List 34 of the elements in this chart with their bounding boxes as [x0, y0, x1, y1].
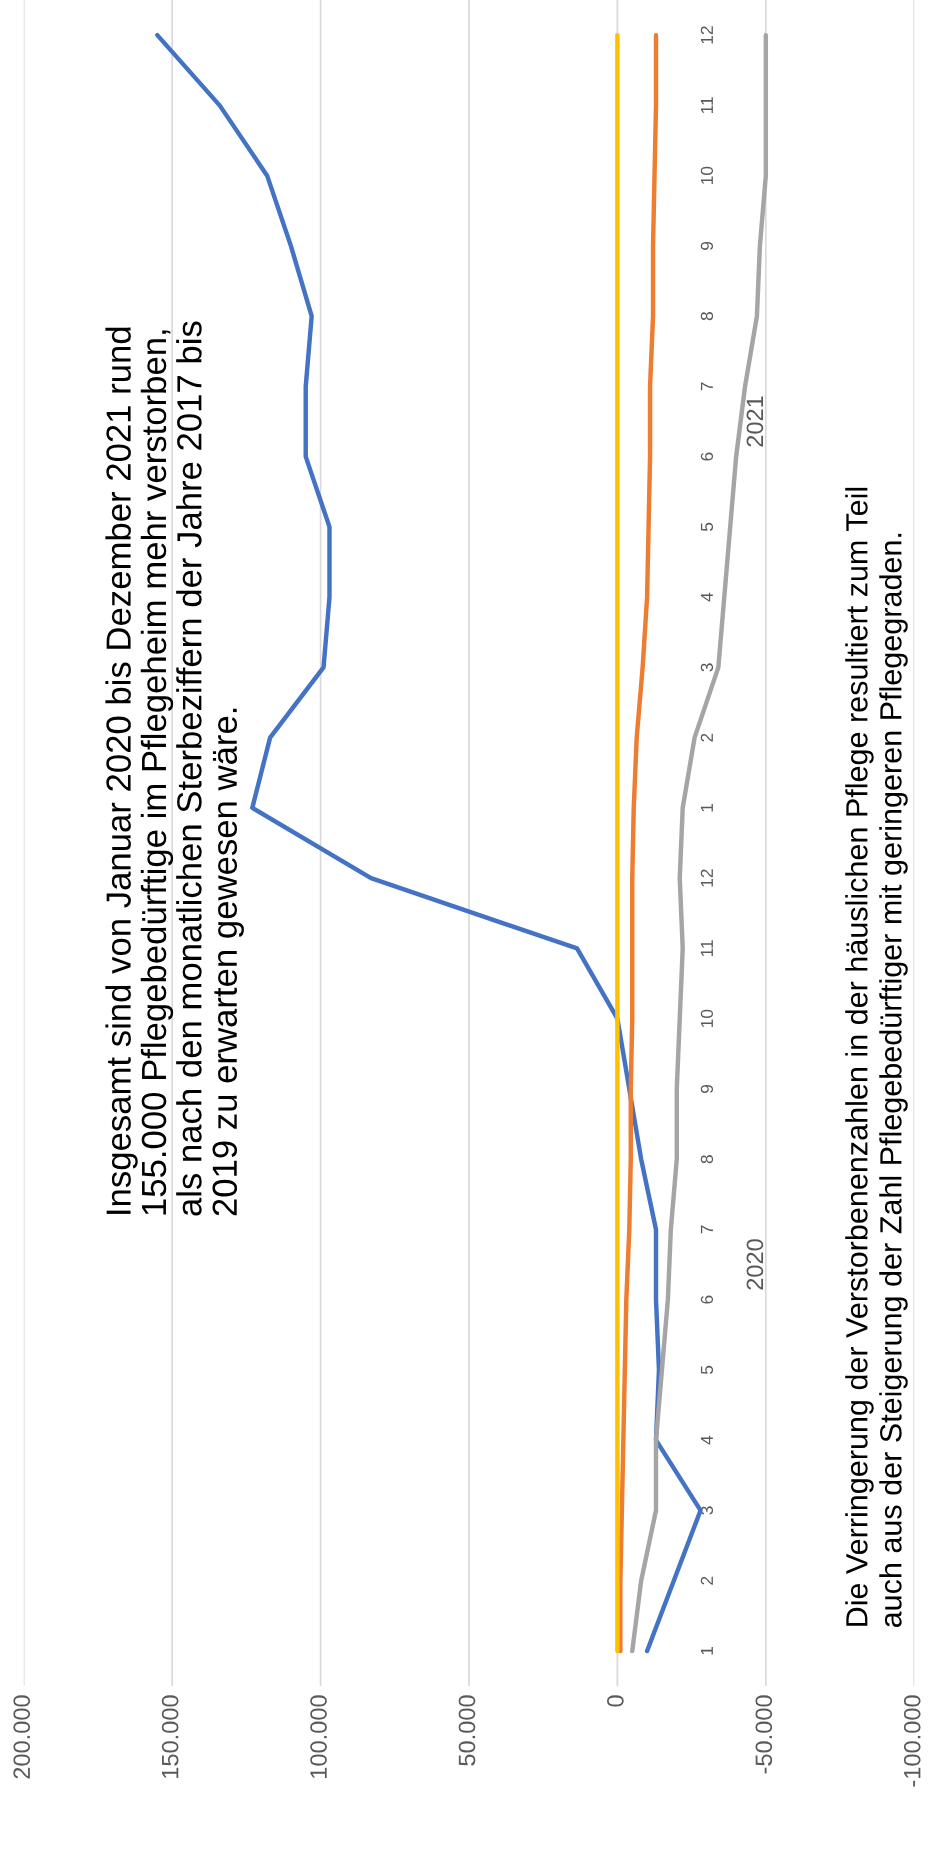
- y-tick-label: 1: [700, 1646, 713, 1655]
- y-tick-label: 11: [700, 940, 713, 957]
- y-tick-label: 6: [700, 452, 714, 461]
- y-tick-label: 9: [700, 1084, 714, 1093]
- annotation: 2021: [746, 396, 764, 447]
- annotation: 2020: [746, 1239, 764, 1290]
- y-tick-label: 10: [700, 1009, 714, 1027]
- x-tick-label: 50.000: [458, 1695, 476, 1766]
- y-tick-label: 11: [700, 97, 713, 114]
- y-tick-label: 8: [700, 312, 714, 321]
- y-tick-label: 2: [700, 1576, 713, 1585]
- y-tick-label: 7: [700, 382, 713, 391]
- y-tick-label: 4: [700, 592, 713, 602]
- y-tick-label: 9: [700, 241, 714, 250]
- y-tick-label: 2: [700, 733, 713, 742]
- x-tick-label: 150.000: [161, 1695, 179, 1778]
- y-tick-label: 5: [700, 522, 714, 532]
- y-tick-label: 7: [700, 1225, 713, 1234]
- y-tick-label: 8: [700, 1155, 714, 1164]
- y-tick-label: 12: [700, 26, 713, 44]
- y-tick-label: 3: [700, 663, 714, 672]
- x-tick-label: -100.000: [903, 1695, 921, 1787]
- y-tick-label: 10: [700, 166, 714, 184]
- y-tick-label: 12: [700, 869, 713, 887]
- x-tick-label: -50.000: [755, 1695, 773, 1774]
- y-tick-label: 1: [700, 803, 713, 812]
- annotation: Insgesamt sind von Januar 2020 bis Dezember 2021 rund 155.000 Pflegebedürftige im Pflegeheim mehr verstorben, als nach den monatlichen Sterbeziffern der Jahre 2017 bis 2019 zu erwarten gewesen wäre.: [105, 321, 244, 1216]
- x-tick-label: 200.000: [13, 1695, 31, 1779]
- annotation: Die Verringerung der Verstorbenenzahlen in der häuslichen Pflege resultiert zum Teil auch aus der Steigerung der Zahl Pflegebedürftiger mit geringeren Pflegegraden.: [845, 487, 908, 1628]
- x-tick-label: 100.000: [310, 1695, 327, 1778]
- y-tick-label: 4: [700, 1435, 713, 1445]
- y-tick-label: 6: [700, 1295, 714, 1304]
- y-tick-label: 5: [700, 1365, 714, 1375]
- x-tick-label: 0: [607, 1695, 624, 1707]
